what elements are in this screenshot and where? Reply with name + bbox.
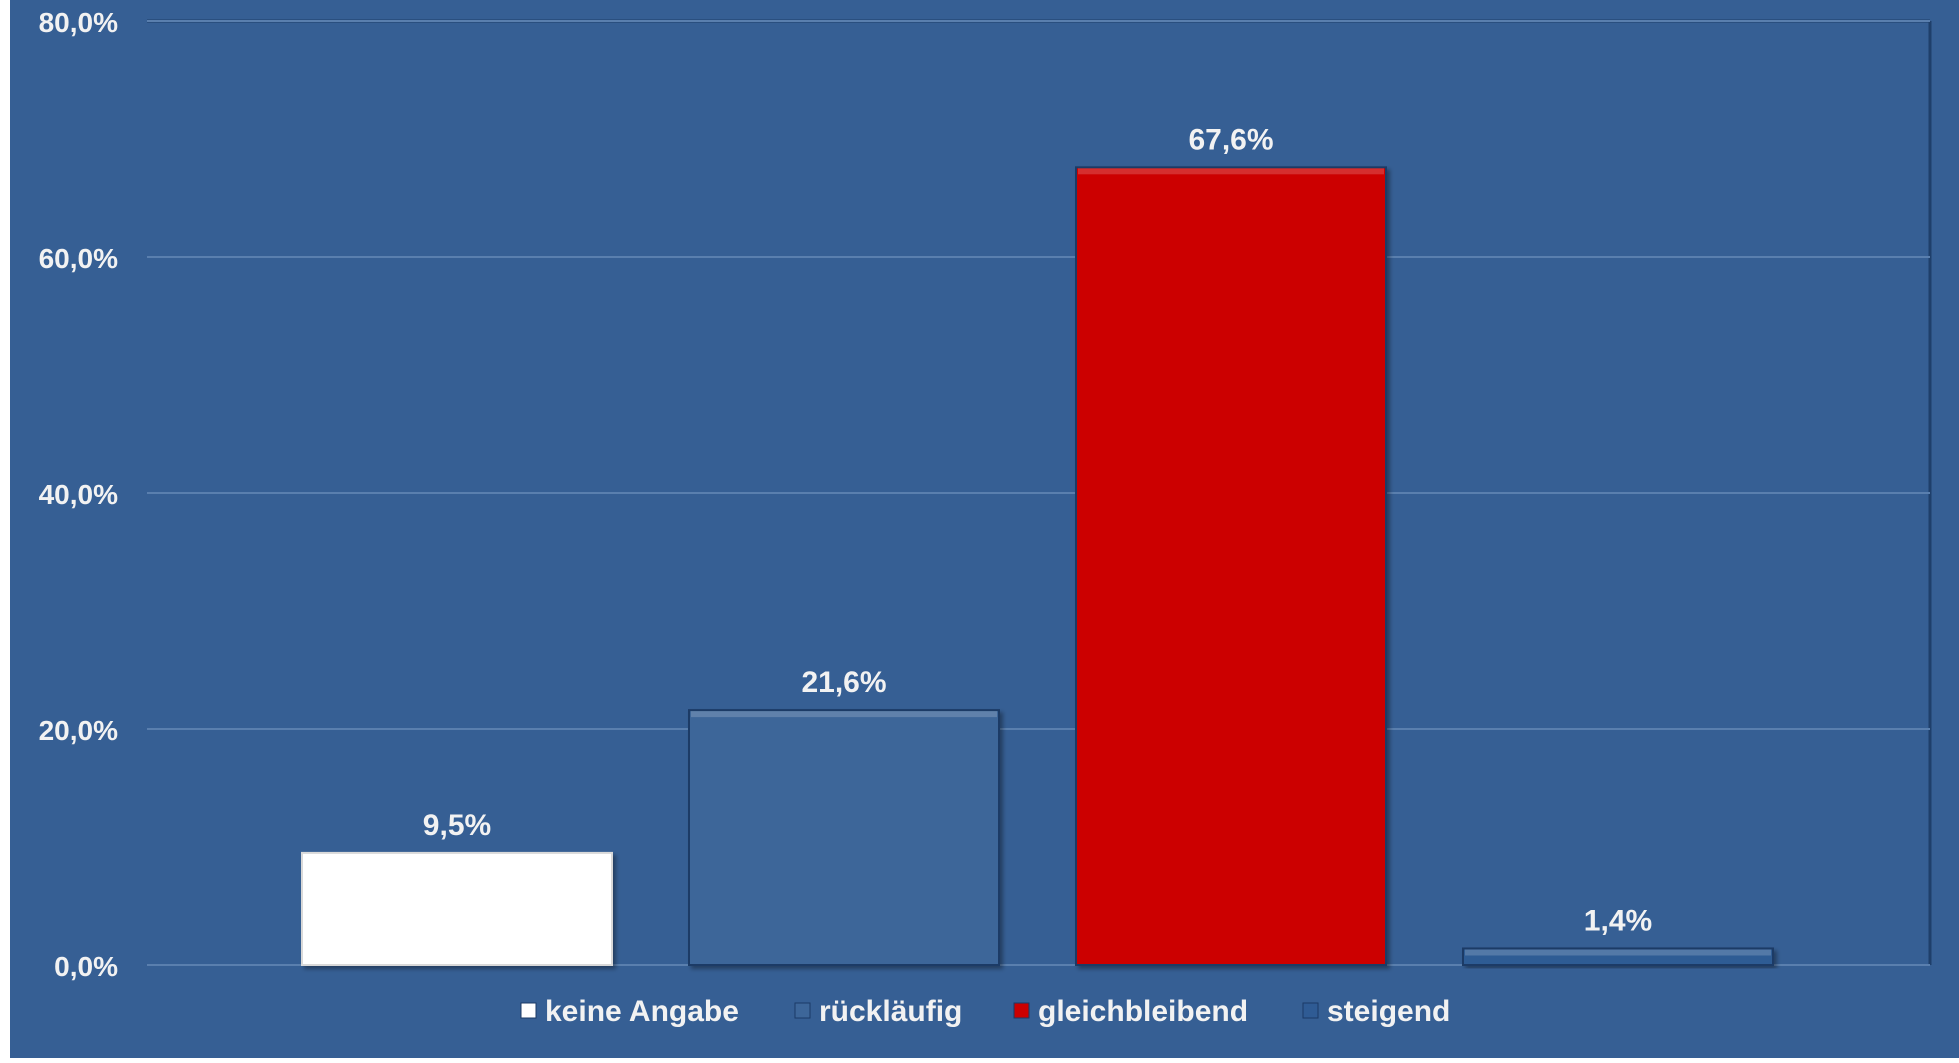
y-tick-label: 60,0% <box>39 243 118 274</box>
legend-item: steigend <box>1302 995 1450 1028</box>
y-axis: 0,0% 20,0% 40,0% 60,0% 80,0% <box>39 7 119 982</box>
legend-label: gleichbleibend <box>1038 995 1248 1028</box>
legend-swatch <box>794 1002 811 1019</box>
data-label: 67,6% <box>1188 123 1273 156</box>
data-label: 21,6% <box>801 666 886 699</box>
bars <box>301 166 1774 967</box>
bar <box>1462 947 1774 966</box>
legend-item: keine Angabe <box>520 995 739 1028</box>
data-label: 9,5% <box>423 809 491 842</box>
legend-swatch <box>520 1002 537 1019</box>
bar <box>301 851 613 967</box>
bar-group <box>301 851 613 967</box>
legend-item: rückläufig <box>794 995 962 1028</box>
legend-swatch <box>1302 1002 1319 1019</box>
legend-label: keine Angabe <box>545 995 739 1028</box>
y-tick-label: 0,0% <box>54 951 118 982</box>
bar-group <box>1075 166 1387 966</box>
bar-highlight <box>691 711 997 718</box>
legend-label: steigend <box>1327 995 1450 1028</box>
legend-label: rückläufig <box>819 995 962 1028</box>
y-tick-label: 80,0% <box>39 7 118 38</box>
y-tick-label: 20,0% <box>39 715 118 746</box>
bar <box>1075 166 1387 966</box>
data-label: 1,4% <box>1584 904 1652 937</box>
bar <box>688 709 1000 966</box>
bar-highlight <box>1078 168 1384 175</box>
y-tick-label: 40,0% <box>39 479 118 510</box>
legend: keine Angabe rückläufig gleichbleibend stei… <box>520 995 1450 1028</box>
data-labels: 9,5% 21,6% 67,6% 1,4% <box>423 123 1652 937</box>
bar-highlight <box>304 854 610 860</box>
bar-group <box>1462 947 1774 966</box>
legend-swatch <box>1013 1002 1030 1019</box>
bar-highlight <box>1465 949 1771 956</box>
bar-group <box>688 709 1000 966</box>
legend-item: gleichbleibend <box>1013 995 1248 1028</box>
